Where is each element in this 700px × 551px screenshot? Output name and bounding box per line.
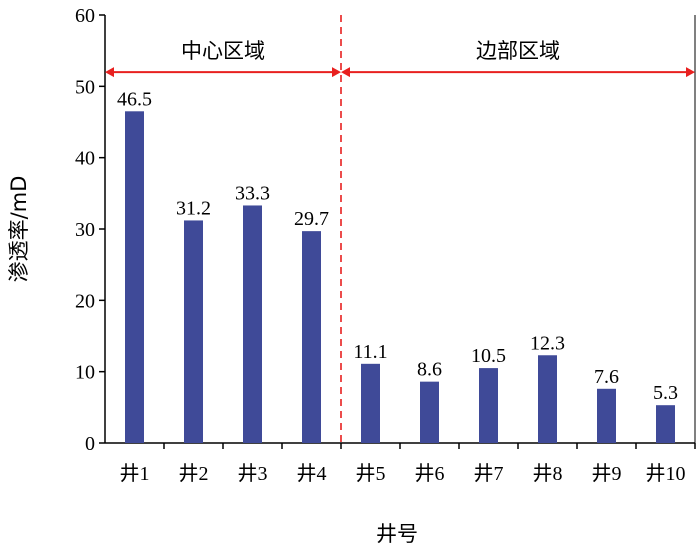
x-axis-tick-labels: 井1 井2 井3 井4 井5 井6 井7 井8 井9 井10	[120, 443, 696, 485]
bar-3	[243, 205, 262, 443]
x-tick-label-5: 井5	[356, 462, 386, 485]
bar-2	[184, 220, 203, 443]
data-label-4: 29.7	[294, 208, 329, 230]
x-tick-label-10: 井10	[646, 462, 686, 485]
y-tick-label-1: 10	[75, 362, 95, 384]
x-tick-label-7: 井7	[474, 462, 504, 485]
data-labels-group: 46.5 31.2 33.3 29.7 11.1 8.6 10.5 12.3 7.6 5.3	[117, 88, 678, 404]
bar-6	[420, 381, 439, 443]
region-arrowhead-left-1	[105, 67, 114, 78]
bar-5	[361, 363, 380, 443]
data-label-8: 12.3	[530, 332, 565, 354]
bar-1	[125, 111, 144, 444]
x-tick-label-3: 井3	[238, 462, 268, 485]
region-arrowhead-right-2	[686, 67, 695, 78]
data-label-5: 11.1	[353, 341, 387, 363]
data-label-2: 31.2	[176, 197, 211, 219]
bar-9	[597, 388, 616, 443]
region-label-2: 边部区域	[476, 39, 560, 63]
data-label-6: 8.6	[417, 359, 442, 381]
region-arrowhead-left-2	[341, 67, 350, 78]
bar-8	[538, 355, 557, 443]
x-tick-label-8: 井8	[533, 462, 563, 485]
y-tick-label-2: 20	[75, 290, 95, 312]
y-tick-label-6: 60	[75, 5, 95, 27]
x-tick-label-1: 井1	[120, 462, 150, 485]
x-tick-label-9: 井9	[592, 462, 622, 485]
y-tick-label-4: 40	[75, 148, 95, 170]
bar-7	[479, 368, 498, 443]
bar-10	[656, 405, 675, 443]
region-label-1: 中心区域	[181, 39, 265, 63]
data-label-9: 7.6	[594, 366, 619, 388]
plot-area: 0 10 20 30 40 50 60 46.5 31.2 33.3 29.7 11.1 8.6 10.…	[75, 5, 696, 485]
region-arrowhead-right-1	[332, 67, 341, 78]
data-label-1: 46.5	[117, 88, 152, 110]
data-label-10: 5.3	[653, 382, 678, 404]
x-tick-label-4: 井4	[297, 462, 327, 485]
y-axis-title: 渗透率/mD	[7, 176, 31, 283]
bars-group	[125, 111, 675, 444]
y-tick-label-5: 50	[75, 76, 95, 98]
x-tick-label-2: 井2	[179, 462, 209, 485]
x-axis-title: 井号	[376, 522, 418, 546]
x-tick-label-6: 井6	[415, 462, 445, 485]
data-label-3: 33.3	[235, 182, 270, 204]
data-label-7: 10.5	[471, 345, 506, 367]
y-axis-ticks: 0 10 20 30 40 50 60	[75, 5, 105, 455]
y-tick-label-0: 0	[85, 433, 95, 455]
bar-4	[302, 231, 321, 443]
region-annotations: 中心区域 边部区域	[105, 15, 695, 443]
y-tick-label-3: 30	[75, 219, 95, 241]
